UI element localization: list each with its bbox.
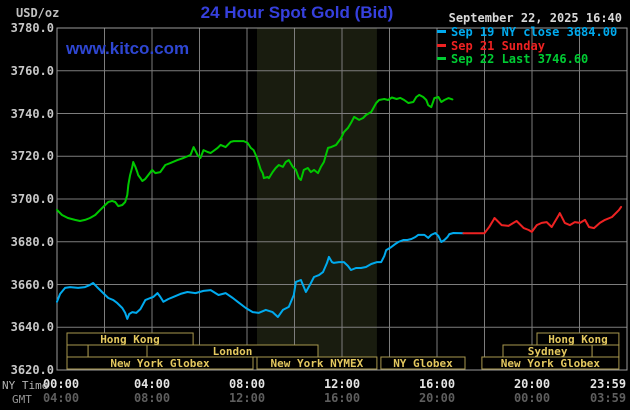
legend-item-sep19: Sep 19 NY close 3684.00	[437, 25, 617, 39]
legend-item-sep22: Sep 22 Last 3746.60	[437, 52, 617, 66]
session-box	[87, 344, 148, 358]
sep22-line-swatch-icon	[437, 57, 446, 60]
session-label: Hong Kong	[100, 333, 160, 346]
session-label: New York NYMEX	[271, 357, 364, 370]
price-line-sep19-ny-close	[56, 232, 465, 320]
sep21-line-swatch-icon	[437, 43, 446, 47]
legend-label-sep22: Sep 22 Last 3746.60	[451, 52, 589, 66]
x-tick-ny: 08:00	[228, 377, 266, 391]
x-tick-ny: 00:00	[42, 377, 80, 391]
y-tick-label: 3780.0	[10, 21, 54, 35]
x-tick-gmt: 16:00	[323, 391, 361, 405]
session-label: NY Globex	[393, 357, 453, 370]
x-tick-gmt: 03:59	[589, 391, 627, 405]
x-tick-ny: 16:00	[418, 377, 456, 391]
sep19-line-swatch-icon	[437, 30, 446, 33]
x-tick-ny: 04:00	[133, 377, 171, 391]
session-label: Sydney	[528, 345, 568, 358]
x-tick-ny: 12:00	[323, 377, 361, 391]
legend-label-sep21: Sep 21 Sunday	[451, 38, 545, 53]
y-tick-label: 3740.0	[10, 106, 54, 121]
session-label: London	[213, 345, 253, 358]
y-tick-label: 3720.0	[10, 149, 54, 164]
session-box	[481, 356, 620, 370]
plot-border	[56, 27, 628, 371]
ny-time-axis-label: NY Time	[2, 379, 49, 392]
y-tick-label: 3660.0	[10, 277, 54, 292]
x-tick-gmt: 20:00	[418, 391, 456, 405]
y-tick-label: 3760.0	[10, 63, 54, 78]
x-tick-ny: 20:00	[513, 377, 551, 391]
price-unit-label: USD/oz	[16, 6, 60, 20]
price-line-sep21-sunday	[462, 205, 623, 235]
session-label: Hong Kong	[548, 333, 608, 346]
session-box	[66, 356, 254, 370]
datetime-label: September 22, 2025 16:40	[448, 11, 622, 25]
y-tick-label: 3640.0	[10, 320, 54, 335]
session-label: New York Globex	[110, 357, 210, 370]
y-tick-label: 3680.0	[10, 234, 54, 249]
x-tick-ny: 23:59	[589, 377, 627, 391]
session-box	[256, 356, 378, 370]
legend-item-sep21: Sep 21 Sunday	[437, 39, 617, 53]
session-box	[66, 344, 89, 358]
price-line-sep22-current	[56, 93, 454, 222]
x-tick-gmt: 00:00	[513, 391, 551, 405]
page-title: 24 Hour Spot Gold (Bid)	[200, 3, 394, 22]
legend-label-sep19: Sep 19 NY close 3684.00	[451, 25, 618, 39]
session-box	[591, 344, 620, 358]
x-tick-gmt: 04:00	[42, 391, 80, 405]
y-tick-label: 3620.0	[10, 363, 54, 377]
x-tick-gmt: 08:00	[133, 391, 171, 405]
x-tick-gmt: 12:00	[228, 391, 266, 405]
session-label: New York Globex	[501, 357, 601, 370]
session-box	[380, 356, 466, 370]
kitco-watermark: www.kitco.com	[66, 39, 190, 58]
y-tick-label: 3700.0	[10, 192, 54, 206]
gmt-axis-label: GMT	[12, 393, 32, 406]
legend: Sep 19 NY close 3684.00 Sep 21 Sunday Se…	[437, 25, 617, 66]
